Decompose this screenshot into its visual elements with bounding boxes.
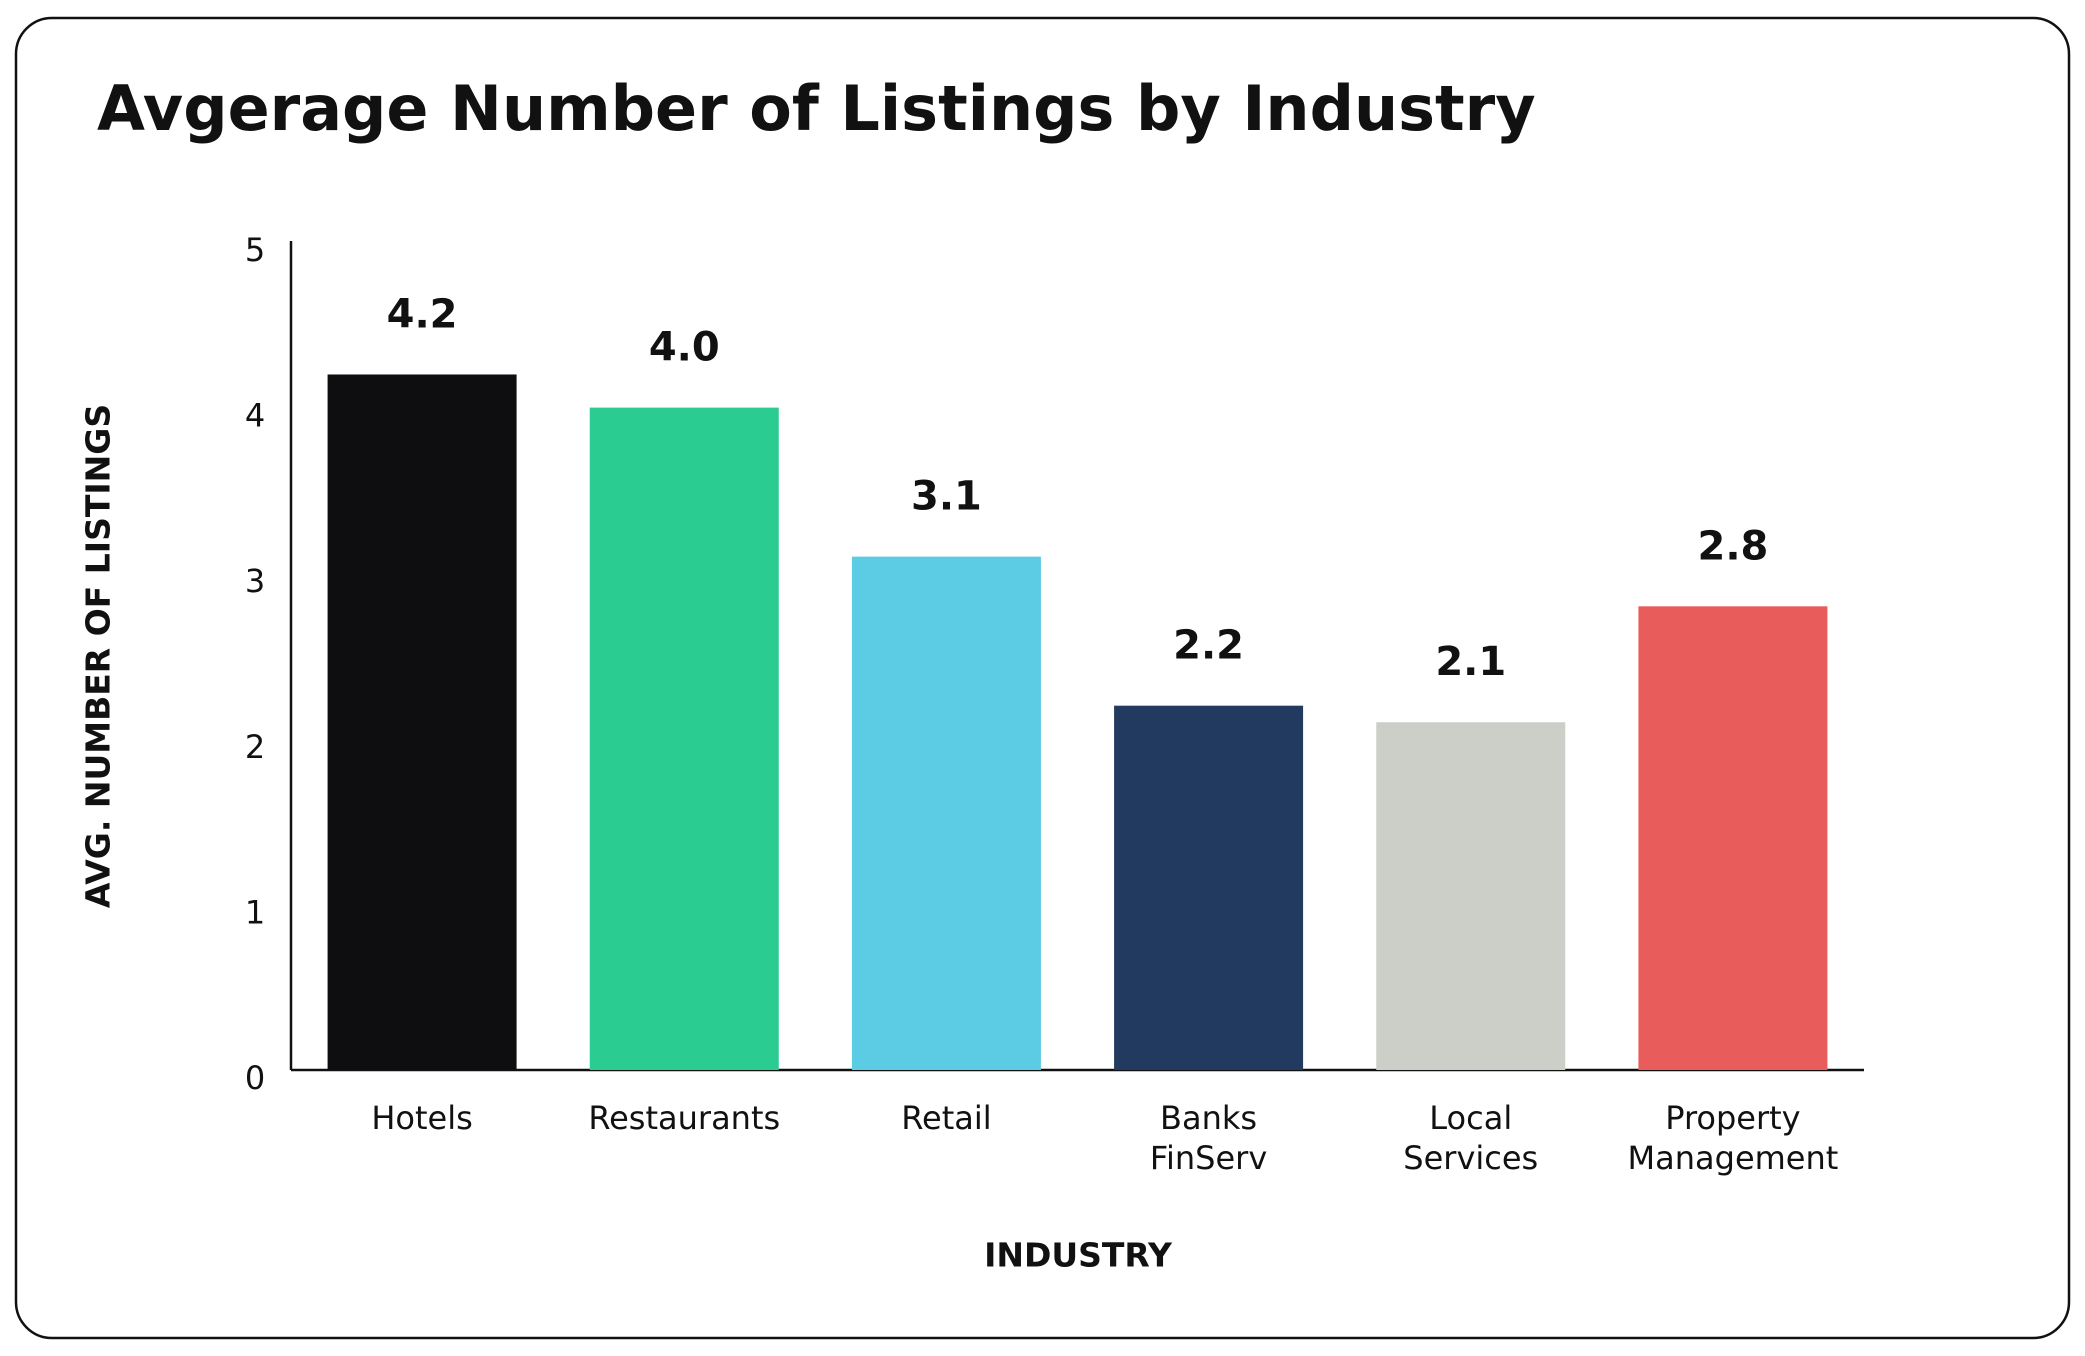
x-tick-label: Local Services (1403, 1099, 1538, 1177)
value-label: 3.1 (911, 474, 982, 520)
y-tick-label: 3 (245, 562, 265, 600)
x-tick-label: Banks FinServ (1150, 1099, 1267, 1177)
y-tick-label: 1 (245, 893, 265, 931)
value-label: 2.1 (1435, 639, 1506, 685)
y-tick-label: 5 (245, 231, 265, 269)
x-tick-label: Property Management (1628, 1099, 1839, 1177)
value-label: 2.8 (1697, 523, 1768, 569)
value-label: 4.2 (387, 291, 458, 337)
chart-title: Avgerage Number of Listings by Industry (97, 72, 1536, 145)
x-tick-label: Retail (901, 1099, 991, 1137)
bar (1638, 606, 1828, 1070)
bar (1114, 705, 1304, 1070)
bar (1376, 722, 1566, 1070)
y-axis-title: AVG. NUMBER OF LISTINGS (79, 404, 118, 908)
x-tick-label: Hotels (371, 1099, 472, 1137)
y-tick-label: 0 (245, 1059, 265, 1097)
y-tick-label: 2 (245, 728, 265, 766)
bar (851, 556, 1041, 1070)
x-axis-title: INDUSTRY (984, 1236, 1173, 1275)
value-label: 2.2 (1173, 623, 1244, 669)
bar (589, 407, 779, 1071)
x-tick-label: Restaurants (588, 1099, 780, 1137)
y-tick-label: 4 (245, 397, 265, 435)
bar (327, 374, 517, 1071)
value-label: 4.0 (649, 325, 720, 371)
